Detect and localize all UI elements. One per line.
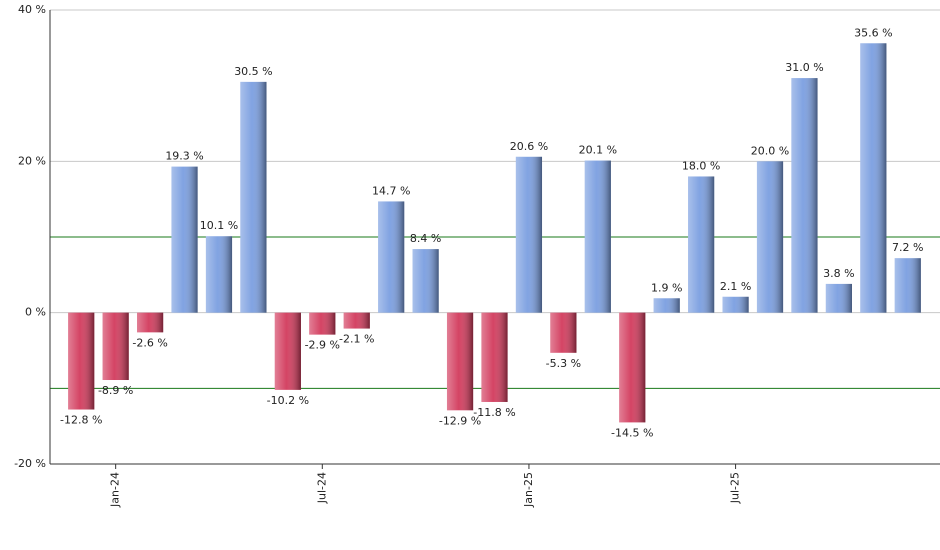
value-label: -2.9 %: [305, 339, 340, 352]
value-label: -8.9 %: [98, 384, 133, 397]
x-tick-label: Jan-24: [109, 472, 122, 508]
value-label: 18.0 %: [682, 159, 720, 172]
bar: [309, 312, 336, 335]
bar: [171, 166, 198, 313]
bar: [653, 298, 680, 313]
x-tick-label: Jul-24: [315, 472, 328, 504]
bar: [825, 283, 852, 313]
bar: [137, 312, 164, 333]
value-label: 35.6 %: [854, 26, 892, 39]
value-label: 7.2 %: [892, 241, 923, 254]
bar: [378, 201, 405, 313]
bar: [446, 312, 474, 411]
value-label: 30.5 %: [234, 65, 272, 78]
value-label: -14.5 %: [611, 426, 653, 439]
bar: [619, 312, 646, 423]
bar: [584, 160, 611, 313]
value-label: 1.9 %: [651, 281, 682, 294]
y-tick-label: 20 %: [18, 154, 46, 167]
value-label: 20.0 %: [751, 144, 789, 157]
value-label: -2.6 %: [132, 336, 167, 349]
bar: [240, 81, 267, 313]
value-label: 10.1 %: [200, 219, 238, 232]
bar: [894, 258, 921, 313]
bar: [756, 161, 784, 313]
x-tick-label: Jul-25: [729, 472, 742, 504]
bar: [791, 78, 818, 313]
bar: [205, 236, 233, 313]
value-label: 2.1 %: [720, 280, 751, 293]
value-label: -5.3 %: [546, 357, 581, 370]
bar: [688, 176, 715, 313]
y-tick-label: 0 %: [25, 306, 46, 319]
value-label: 3.8 %: [823, 267, 854, 280]
bar: [860, 43, 887, 313]
value-label: 14.7 %: [372, 184, 410, 197]
value-label: 19.3 %: [165, 150, 203, 163]
value-label: 31.0 %: [785, 61, 823, 74]
value-label: 20.6 %: [510, 140, 548, 153]
bar: [550, 312, 577, 353]
bar: [722, 296, 749, 313]
bar: [515, 156, 543, 313]
x-tick-label: Jan-25: [522, 472, 535, 508]
bar: [68, 312, 95, 410]
bar: [481, 312, 508, 402]
y-tick-label: 40 %: [18, 3, 46, 16]
value-label: -12.9 %: [439, 414, 481, 427]
bar: [343, 312, 370, 329]
value-label: -10.2 %: [267, 394, 309, 407]
value-label: 8.4 %: [410, 232, 441, 245]
value-label: 20.1 %: [579, 144, 617, 157]
bar: [102, 312, 129, 381]
value-label: -12.8 %: [60, 414, 102, 427]
value-label: -2.1 %: [339, 333, 374, 346]
value-label: -11.8 %: [473, 406, 515, 419]
y-tick-label: -20 %: [14, 457, 46, 470]
bar: [274, 312, 301, 390]
bar: [412, 249, 439, 313]
